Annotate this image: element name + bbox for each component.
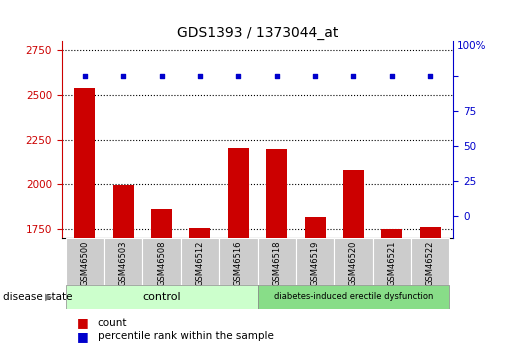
Text: GSM46500: GSM46500 — [80, 240, 89, 286]
Text: GSM46518: GSM46518 — [272, 240, 281, 286]
Bar — [296, 238, 334, 285]
Bar — [258, 238, 296, 285]
Point — [311, 73, 319, 79]
Point — [119, 73, 127, 79]
Bar — [420, 227, 441, 238]
Point — [388, 73, 396, 79]
Point — [158, 73, 166, 79]
Text: ■: ■ — [77, 316, 89, 329]
Bar — [228, 148, 249, 238]
Point — [349, 73, 357, 79]
Text: GSM46522: GSM46522 — [426, 240, 435, 286]
Point — [234, 73, 243, 79]
Bar — [104, 238, 142, 285]
Text: GSM46503: GSM46503 — [118, 240, 128, 286]
Bar — [113, 185, 134, 238]
Bar — [304, 217, 325, 238]
Bar — [411, 238, 450, 285]
Text: GSM46519: GSM46519 — [311, 240, 320, 286]
Bar — [334, 238, 373, 285]
Text: count: count — [98, 318, 127, 327]
Text: percentile rank within the sample: percentile rank within the sample — [98, 332, 274, 341]
Bar — [373, 238, 411, 285]
Text: ▶: ▶ — [45, 292, 53, 302]
Text: diabetes-induced erectile dysfunction: diabetes-induced erectile dysfunction — [274, 292, 433, 301]
Text: 100%: 100% — [457, 41, 487, 51]
Text: GSM46520: GSM46520 — [349, 240, 358, 286]
Bar — [181, 238, 219, 285]
Text: GSM46521: GSM46521 — [387, 240, 397, 286]
Bar — [190, 228, 211, 238]
Bar — [65, 285, 258, 309]
Text: GSM46508: GSM46508 — [157, 240, 166, 286]
Bar — [219, 238, 258, 285]
Bar — [266, 149, 287, 238]
Text: control: control — [142, 292, 181, 302]
Point — [272, 73, 281, 79]
Text: ■: ■ — [77, 330, 89, 343]
Bar — [74, 88, 95, 238]
Text: GSM46512: GSM46512 — [195, 240, 204, 286]
Point — [426, 73, 434, 79]
Bar — [381, 229, 402, 238]
Point — [81, 73, 89, 79]
Bar — [151, 209, 172, 238]
Bar — [142, 238, 181, 285]
Text: GSM46516: GSM46516 — [234, 240, 243, 286]
Title: GDS1393 / 1373044_at: GDS1393 / 1373044_at — [177, 26, 338, 40]
Bar — [343, 170, 364, 238]
Text: disease state: disease state — [3, 292, 72, 302]
Bar — [65, 238, 104, 285]
Point — [196, 73, 204, 79]
Bar — [258, 285, 450, 309]
